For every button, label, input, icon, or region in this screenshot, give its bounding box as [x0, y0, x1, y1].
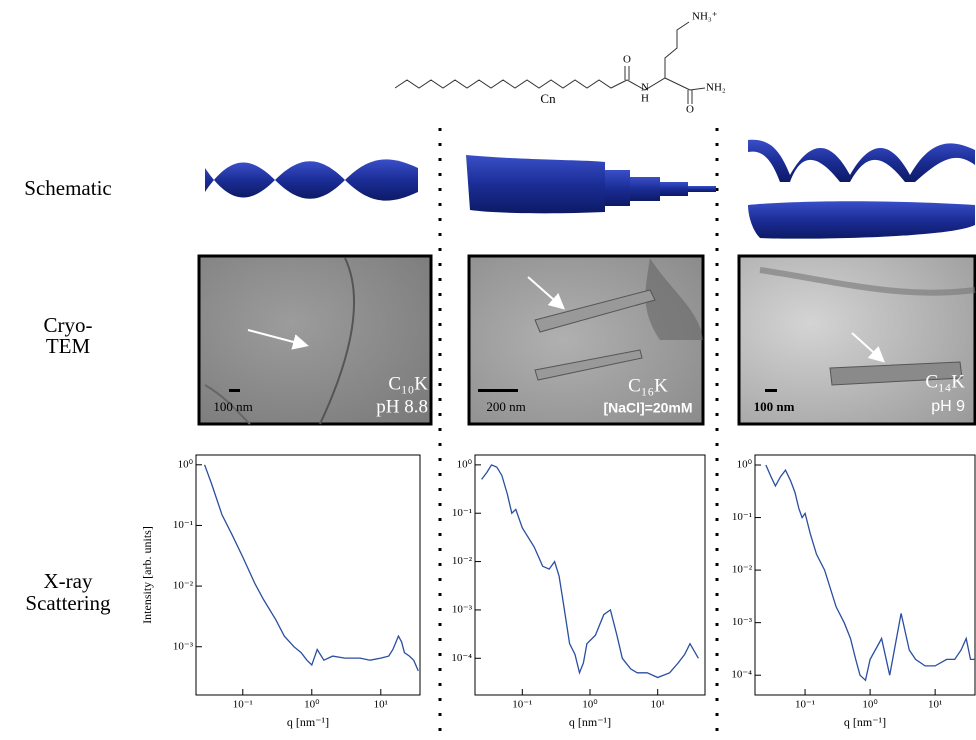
y-axis-label: Intensity [arb. units] — [140, 526, 154, 624]
y-tick-label: 10⁻⁴ — [731, 669, 752, 681]
tem-image — [737, 254, 976, 426]
x-axis-label: q [nm⁻¹] — [844, 715, 886, 729]
oxygen-label: O — [686, 104, 694, 116]
y-tick-label: 10⁻⁴ — [451, 652, 472, 664]
x-axis-label: q [nm⁻¹] — [287, 715, 329, 729]
y-tick-label: 10⁻¹ — [452, 507, 472, 519]
helical-ribbon — [748, 139, 975, 239]
condition-label: pH 9 — [931, 398, 965, 415]
y-tick-label: 10⁻² — [173, 580, 194, 592]
sample-label: C₁₄K — [925, 371, 965, 392]
x-axis-label: q [nm⁻¹] — [569, 715, 611, 729]
x-tick-label: 10⁻¹ — [795, 699, 815, 711]
x-tick-label: 10⁰ — [304, 699, 320, 711]
amine-label: NH₃⁺ — [692, 11, 718, 23]
y-tick-label: 10⁻³ — [732, 616, 753, 628]
row-label: TEM — [46, 334, 91, 358]
scale-label: 100 nm — [213, 399, 252, 414]
oxygen-label: O — [623, 54, 631, 66]
tube — [466, 155, 716, 214]
y-tick-label: 10⁰ — [178, 458, 194, 470]
condition-label: pH 8.8 — [376, 396, 428, 417]
data-line — [481, 464, 699, 679]
chain-label: Cn — [540, 91, 556, 106]
tem-image — [467, 254, 705, 426]
x-tick-label: 10⁰ — [582, 699, 598, 711]
y-tick-label: 10⁻³ — [173, 640, 194, 652]
data-line — [765, 464, 975, 682]
row-label: Scattering — [25, 591, 111, 615]
x-tick-label: 10⁻¹ — [233, 699, 253, 711]
x-tick-label: 10¹ — [374, 699, 388, 711]
row-label: X-ray — [44, 569, 93, 593]
x-tick-label: 10¹ — [651, 699, 665, 711]
y-tick-label: 10⁻³ — [452, 603, 473, 615]
hydrogen-label: H — [641, 93, 649, 105]
plot-frame — [474, 454, 706, 696]
amide-label: NH₂ — [706, 82, 726, 94]
y-tick-label: 10⁰ — [737, 459, 753, 471]
y-tick-label: 10⁻² — [452, 555, 473, 567]
y-tick-label: 10⁻¹ — [732, 511, 752, 523]
scale-label: 100 nm — [754, 399, 795, 414]
condition-label: [NaCl]=20mM — [603, 400, 692, 416]
data-line — [203, 464, 419, 672]
plot-frame — [195, 454, 421, 696]
x-tick-label: 10⁻¹ — [512, 699, 532, 711]
scale-label: 200 nm — [486, 399, 525, 414]
sample-label: C₁₀K — [388, 373, 428, 394]
x-tick-label: 10⁰ — [862, 699, 878, 711]
x-tick-label: 10¹ — [928, 699, 942, 711]
nitrogen-label: N — [641, 82, 649, 94]
sample-label: C₁₆K — [628, 375, 668, 396]
row-label: Cryo- — [44, 313, 93, 337]
y-tick-label: 10⁻² — [732, 564, 753, 576]
plot-frame — [754, 454, 976, 696]
y-tick-label: 10⁰ — [457, 458, 473, 470]
y-tick-label: 10⁻¹ — [173, 519, 193, 531]
molecule — [394, 21, 706, 104]
tem-image — [197, 254, 433, 426]
row-label: Schematic — [24, 176, 111, 200]
twisted-ribbon — [205, 159, 418, 201]
